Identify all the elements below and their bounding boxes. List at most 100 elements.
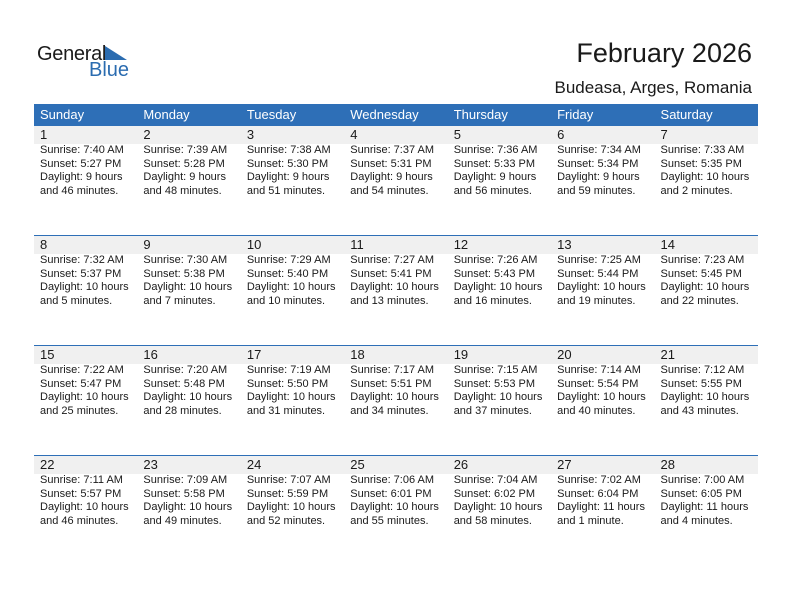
daylight-text: Daylight: 10 hours: [453, 501, 543, 513]
sunrise-text: Sunrise: 7:00 AM: [660, 474, 745, 486]
day-cell: 17 Sunrise: 7:19 AM Sunset: 5:50 PM Dayligh…: [241, 346, 344, 418]
day-number: 26: [453, 457, 469, 472]
daylight-minutes-text: and 37 minutes.: [453, 404, 532, 417]
day-number: 17: [246, 347, 262, 362]
location: Budeasa, Arges, Romania: [554, 78, 752, 97]
day-number: 3: [246, 127, 255, 142]
logo-triangle-icon: [105, 46, 127, 60]
sunset-text: Sunset: 5:55 PM: [660, 377, 742, 390]
sunset-text: Sunset: 5:50 PM: [246, 377, 329, 390]
sunset-text: Sunset: 5:58 PM: [143, 487, 225, 500]
day-number: 14: [660, 237, 675, 252]
daylight-text: Daylight: 10 hours: [143, 281, 233, 293]
daylight-minutes-text: and 25 minutes.: [40, 404, 119, 417]
day-cell: 6 Sunrise: 7:34 AM Sunset: 5:34 PM Daylight…: [551, 126, 654, 198]
daylight-text: Daylight: 10 hours: [557, 391, 646, 403]
daylight-minutes-text: and 40 minutes.: [557, 404, 636, 417]
daylight-text: Daylight: 10 hours: [660, 171, 750, 183]
day-cell: 9 Sunrise: 7:30 AM Sunset: 5:38 PM Daylight…: [137, 236, 240, 308]
day-cell: 10 Sunrise: 7:29 AM Sunset: 5:40 PM Dayligh…: [241, 236, 344, 308]
weekday-header: Sunday Monday Tuesday Wednesday Thursday Frid…: [34, 104, 758, 125]
daylight-minutes-text: and 43 minutes.: [660, 404, 739, 417]
sunset-text: Sunset: 6:02 PM: [453, 487, 536, 500]
sunrise-text: Sunrise: 7:02 AM: [557, 474, 641, 486]
sunrise-text: Sunrise: 7:34 AM: [557, 144, 641, 156]
sunrise-text: Sunrise: 7:22 AM: [40, 364, 124, 376]
week-row: 1 Sunrise: 7:40 AM Sunset: 5:27 PM Daylight…: [34, 125, 758, 236]
date-bar: [34, 126, 758, 144]
daylight-minutes-text: and 59 minutes.: [557, 184, 636, 197]
day-cell: 21 Sunrise: 7:12 AM Sunset: 5:55 PM Dayligh…: [655, 346, 758, 418]
day-cell: 8 Sunrise: 7:32 AM Sunset: 5:37 PM Daylight…: [34, 236, 137, 308]
day-number: 10: [246, 237, 262, 252]
sunrise-text: Sunrise: 7:12 AM: [660, 364, 745, 376]
day-cell: 5 Sunrise: 7:36 AM Sunset: 5:33 PM Daylight…: [448, 126, 551, 198]
daylight-text: Daylight: 10 hours: [350, 501, 439, 513]
daylight-minutes-text: and 10 minutes.: [246, 294, 326, 307]
daylight-text: Daylight: 10 hours: [453, 281, 543, 293]
weekday-thursday: Thursday: [453, 107, 508, 122]
sunset-text: Sunset: 5:43 PM: [453, 267, 536, 280]
day-number: 25: [350, 457, 365, 472]
daylight-minutes-text: and 46 minutes.: [40, 184, 119, 197]
sunrise-text: Sunrise: 7:32 AM: [40, 254, 124, 266]
daylight-text: Daylight: 10 hours: [246, 281, 336, 293]
daylight-minutes-text: and 46 minutes.: [40, 514, 119, 527]
sunset-text: Sunset: 5:53 PM: [453, 377, 536, 390]
daylight-text: Daylight: 9 hours: [557, 171, 640, 183]
sunrise-text: Sunrise: 7:06 AM: [350, 474, 435, 486]
date-bar: [34, 236, 758, 254]
weekday-friday: Friday: [557, 107, 594, 122]
day-cell: 11 Sunrise: 7:27 AM Sunset: 5:41 PM Dayligh…: [344, 236, 447, 308]
day-number: 18: [350, 347, 365, 362]
weekday-wednesday: Wednesday: [350, 107, 419, 122]
sunrise-text: Sunrise: 7:14 AM: [557, 364, 641, 376]
day-number: 27: [557, 457, 572, 472]
daylight-minutes-text: and 16 minutes.: [453, 294, 532, 307]
daylight-text: Daylight: 10 hours: [143, 391, 233, 403]
week-row: 15 Sunrise: 7:22 AM Sunset: 5:47 PM Dayligh…: [34, 345, 758, 456]
daylight-minutes-text: and 28 minutes.: [143, 404, 222, 417]
day-number: 2: [143, 127, 151, 142]
daylight-text: Daylight: 10 hours: [350, 281, 439, 293]
sunrise-text: Sunrise: 7:30 AM: [143, 254, 228, 266]
weekday-tuesday: Tuesday: [246, 107, 297, 122]
logo-text-blue: Blue: [89, 59, 130, 81]
sunrise-text: Sunrise: 7:25 AM: [557, 254, 641, 266]
daylight-text: Daylight: 9 hours: [40, 171, 123, 183]
sunset-text: Sunset: 5:40 PM: [246, 267, 329, 280]
daylight-text: Daylight: 11 hours: [660, 501, 749, 513]
day-number: 8: [40, 237, 48, 252]
daylight-minutes-text: and 31 minutes.: [246, 404, 326, 417]
day-cell: 4 Sunrise: 7:37 AM Sunset: 5:31 PM Daylight…: [344, 126, 447, 198]
sunrise-text: Sunrise: 7:04 AM: [453, 474, 538, 486]
daylight-minutes-text: and 22 minutes.: [660, 294, 739, 307]
sunset-text: Sunset: 5:48 PM: [143, 377, 225, 390]
day-number: 24: [246, 457, 262, 472]
daylight-minutes-text: and 2 minutes.: [660, 184, 733, 197]
day-number: 5: [453, 127, 461, 142]
sunrise-text: Sunrise: 7:27 AM: [350, 254, 435, 266]
day-number: 28: [660, 457, 675, 472]
day-number: 6: [557, 127, 565, 142]
daylight-text: Daylight: 10 hours: [660, 281, 750, 293]
day-cell: 24 Sunrise: 7:07 AM Sunset: 5:59 PM Dayligh…: [241, 456, 344, 528]
daylight-text: Daylight: 11 hours: [557, 501, 645, 513]
day-cell: 18 Sunrise: 7:17 AM Sunset: 5:51 PM Dayligh…: [344, 346, 447, 418]
day-number: 11: [350, 237, 364, 252]
daylight-minutes-text: and 58 minutes.: [453, 514, 532, 527]
week-row: 22 Sunrise: 7:11 AM Sunset: 5:57 PM Dayligh…: [34, 455, 758, 566]
sunrise-text: Sunrise: 7:26 AM: [453, 254, 538, 266]
sunset-text: Sunset: 5:37 PM: [40, 267, 122, 280]
daylight-text: Daylight: 10 hours: [246, 501, 336, 513]
sunrise-text: Sunrise: 7:17 AM: [350, 364, 435, 376]
sunset-text: Sunset: 6:05 PM: [660, 487, 742, 500]
daylight-minutes-text: and 19 minutes.: [557, 294, 636, 307]
sunset-text: Sunset: 5:44 PM: [557, 267, 639, 280]
sunset-text: Sunset: 5:59 PM: [246, 487, 329, 500]
sunrise-text: Sunrise: 7:40 AM: [40, 144, 124, 156]
sunrise-text: Sunrise: 7:29 AM: [246, 254, 331, 266]
day-cell: 16 Sunrise: 7:20 AM Sunset: 5:48 PM Dayligh…: [137, 346, 240, 418]
weekday-monday: Monday: [143, 107, 190, 122]
